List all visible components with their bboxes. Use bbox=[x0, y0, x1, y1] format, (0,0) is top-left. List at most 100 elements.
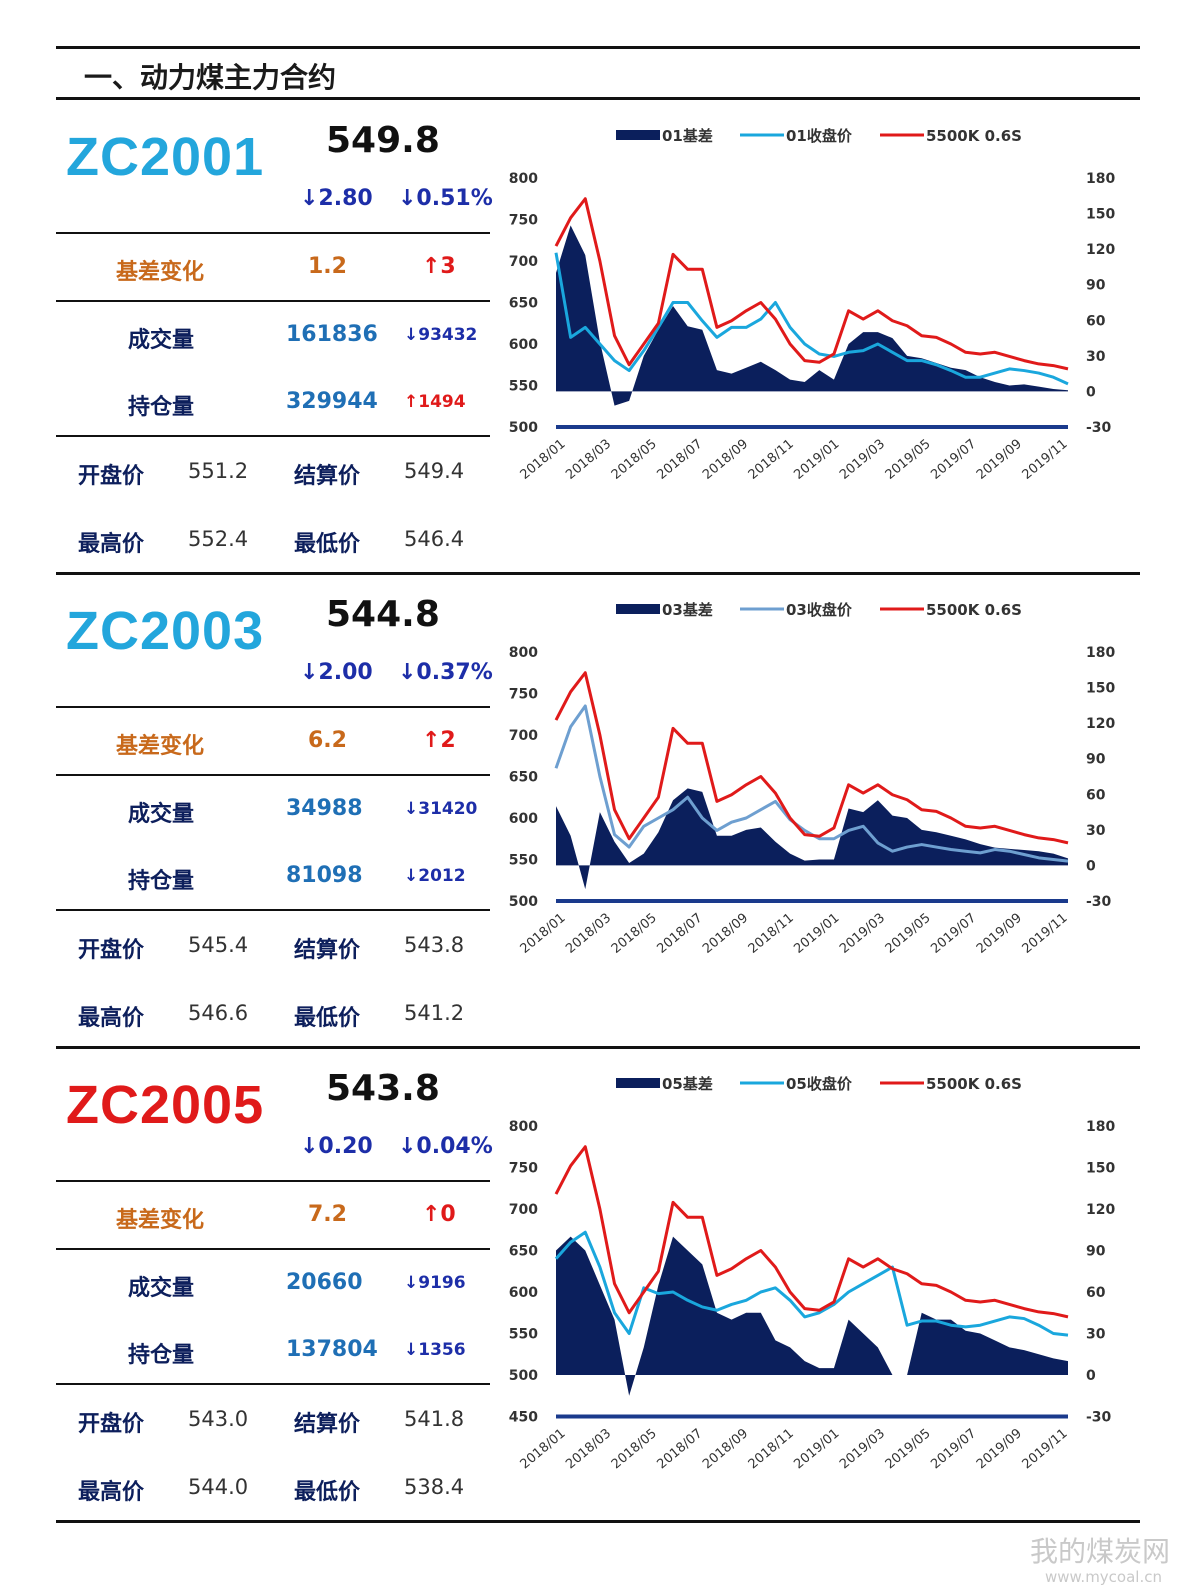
legend-label: 01基差 bbox=[662, 127, 713, 145]
y-right-tick-label: 120 bbox=[1086, 1202, 1115, 1218]
divider bbox=[56, 909, 490, 911]
y-right-tick-label: -30 bbox=[1086, 420, 1112, 436]
legend-swatch bbox=[616, 130, 660, 140]
y-left-tick-label: 450 bbox=[509, 1410, 538, 1426]
open-interest-change: ↓2012 bbox=[404, 866, 466, 886]
x-tick-label: 2018/09 bbox=[700, 911, 751, 957]
legend-label: 05收盘价 bbox=[786, 1075, 853, 1093]
volume-label: 成交量 bbox=[128, 328, 195, 353]
contract-panel-zc2003: ZC2003 544.8 ↓2.00 ↓0.37% 基差变化 6.2 ↑2 成交… bbox=[0, 574, 1200, 1048]
basis-area bbox=[556, 1236, 1068, 1396]
y-right-tick-label: 60 bbox=[1086, 1285, 1106, 1301]
y-right-tick-label: 150 bbox=[1086, 1161, 1115, 1177]
y-right-tick-label: 30 bbox=[1086, 1327, 1106, 1343]
legend-label: 03收盘价 bbox=[786, 601, 853, 619]
divider bbox=[56, 1383, 490, 1385]
open-value: 545.4 bbox=[188, 933, 249, 957]
y-right-tick-label: 180 bbox=[1086, 645, 1115, 661]
open-value: 543.0 bbox=[188, 1407, 249, 1431]
volume-change: ↓9196 bbox=[404, 1273, 466, 1293]
watermark-text: 我的煤炭网 bbox=[1029, 1535, 1170, 1568]
x-tick-label: 2019/11 bbox=[1020, 437, 1071, 483]
volume-value: 34988 bbox=[286, 796, 363, 821]
y-right-tick-label: 180 bbox=[1086, 171, 1115, 187]
open-interest-label: 持仓量 bbox=[128, 869, 195, 894]
contract-code: ZC2001 bbox=[66, 127, 265, 187]
top-rule bbox=[56, 46, 1140, 49]
y-left-tick-label: 600 bbox=[509, 1285, 538, 1301]
high-label: 最高价 bbox=[78, 1006, 145, 1031]
basis-area bbox=[556, 788, 1068, 890]
price-change: ↓0.20 bbox=[300, 1134, 373, 1159]
open-interest-label: 持仓量 bbox=[128, 395, 195, 420]
x-tick-label: 2018/11 bbox=[746, 911, 797, 957]
close-price-line bbox=[554, 252, 1069, 386]
legend-label: 5500K 0.6S bbox=[926, 601, 1022, 619]
y-right-tick-label: 0 bbox=[1086, 858, 1096, 874]
settle-value: 543.8 bbox=[404, 933, 465, 957]
x-tick-label: 2019/07 bbox=[928, 911, 979, 957]
settle-value: 541.8 bbox=[404, 1407, 465, 1431]
y-left-tick-label: 750 bbox=[509, 687, 538, 703]
y-right-tick-label: 120 bbox=[1086, 242, 1115, 258]
basis-change: ↑3 bbox=[422, 254, 456, 279]
y-left-tick-label: 550 bbox=[509, 1327, 538, 1343]
x-tick-label: 2018/03 bbox=[563, 437, 614, 483]
x-tick-label: 2019/09 bbox=[974, 1426, 1025, 1472]
x-tick-label: 2019/11 bbox=[1020, 1426, 1071, 1472]
open-interest-change: ↑1494 bbox=[404, 392, 466, 412]
x-tick-label: 2019/03 bbox=[837, 437, 888, 483]
y-right-tick-label: 150 bbox=[1086, 681, 1115, 697]
divider bbox=[56, 1180, 490, 1182]
open-label: 开盘价 bbox=[78, 938, 145, 963]
x-tick-label: 2018/11 bbox=[746, 437, 797, 483]
y-right-tick-label: 0 bbox=[1086, 1368, 1096, 1384]
y-right-tick-label: -30 bbox=[1086, 1410, 1112, 1426]
y-left-tick-label: 500 bbox=[509, 420, 538, 436]
last-price: 549.8 bbox=[326, 120, 440, 161]
legend-label: 03基差 bbox=[662, 601, 713, 619]
x-tick-label: 2019/03 bbox=[837, 1426, 888, 1472]
volume-change: ↓31420 bbox=[404, 799, 478, 819]
x-tick-label: 2018/07 bbox=[654, 437, 705, 483]
x-tick-label: 2019/01 bbox=[791, 1426, 842, 1472]
x-tick-label: 2019/03 bbox=[837, 911, 888, 957]
x-tick-label: 2018/03 bbox=[563, 1426, 614, 1472]
watermark-url: www.mycoal.cn bbox=[1045, 1568, 1162, 1586]
low-label: 最低价 bbox=[294, 532, 361, 557]
y-right-tick-label: 0 bbox=[1086, 384, 1096, 400]
low-label: 最低价 bbox=[294, 1480, 361, 1505]
x-tick-label: 2019/05 bbox=[883, 911, 934, 957]
y-right-tick-label: 60 bbox=[1086, 313, 1106, 329]
contract-panel-zc2005: ZC2005 543.8 ↓0.20 ↓0.04% 基差变化 7.2 ↑0 成交… bbox=[0, 1048, 1200, 1522]
contract-panel-zc2001: ZC2001 549.8 ↓2.80 ↓0.51% 基差变化 1.2 ↑3 成交… bbox=[0, 100, 1200, 574]
panel-rule bbox=[56, 572, 1140, 575]
y-left-tick-label: 700 bbox=[509, 254, 538, 270]
y-left-tick-label: 700 bbox=[509, 728, 538, 744]
y-left-tick-label: 600 bbox=[509, 811, 538, 827]
volume-change: ↓93432 bbox=[404, 325, 478, 345]
x-tick-label: 2018/05 bbox=[609, 1426, 660, 1472]
low-value: 538.4 bbox=[404, 1475, 465, 1499]
basis-value: 6.2 bbox=[308, 728, 347, 753]
y-left-tick-label: 650 bbox=[509, 770, 538, 786]
y-left-tick-label: 650 bbox=[509, 296, 538, 312]
divider bbox=[56, 232, 490, 234]
panel-rule bbox=[56, 1046, 1140, 1049]
price-change-pct: ↓0.51% bbox=[398, 186, 493, 211]
y-right-tick-label: 180 bbox=[1086, 1119, 1115, 1135]
contract-code: ZC2003 bbox=[66, 601, 265, 661]
legend-label: 05基差 bbox=[662, 1075, 713, 1093]
settle-label: 结算价 bbox=[294, 938, 361, 963]
legend-label: 5500K 0.6S bbox=[926, 127, 1022, 145]
spot-price-line bbox=[554, 197, 1069, 371]
y-left-tick-label: 650 bbox=[509, 1244, 538, 1260]
x-tick-label: 2018/01 bbox=[518, 437, 569, 483]
y-right-tick-label: 60 bbox=[1086, 787, 1106, 803]
legend-label: 5500K 0.6S bbox=[926, 1075, 1022, 1093]
open-interest-change: ↓1356 bbox=[404, 1340, 466, 1360]
open-value: 551.2 bbox=[188, 459, 249, 483]
y-right-tick-label: 150 bbox=[1086, 207, 1115, 223]
x-tick-label: 2019/01 bbox=[791, 911, 842, 957]
low-value: 546.4 bbox=[404, 527, 465, 551]
